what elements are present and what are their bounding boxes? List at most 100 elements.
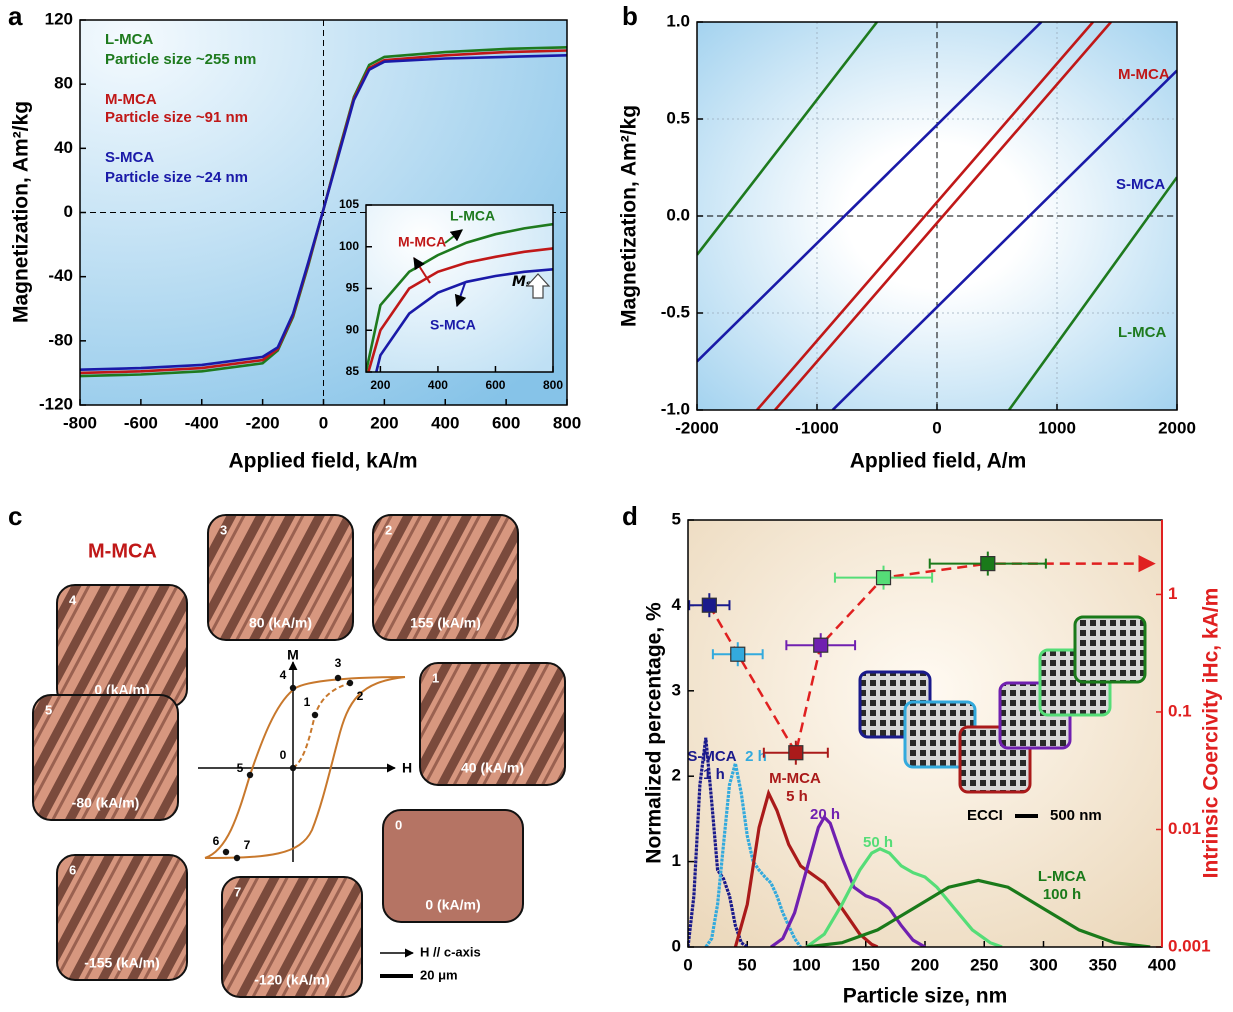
figure: abcd-800-600-400-2000200400600800-120-80… <box>0 0 1233 1012</box>
tile-field: -155 (kA/m) <box>84 955 159 971</box>
series-label: L-MCA <box>1118 324 1166 341</box>
loop-point <box>290 765 296 771</box>
y-tick-label: 4 <box>672 595 682 614</box>
point <box>702 598 716 612</box>
tile-number: 7 <box>234 884 241 899</box>
x-tick-label: 1000 <box>1038 418 1076 437</box>
panel-label: c <box>8 501 22 531</box>
x-tick-label: 2000 <box>1158 418 1196 437</box>
loop-point-label: 3 <box>335 656 342 670</box>
x-tick-label: -800 <box>63 413 97 432</box>
annotation: Particle size ~255 nm <box>105 51 256 68</box>
y-tick-label: 0.0 <box>666 205 690 224</box>
x-tick-label: 800 <box>543 378 563 392</box>
series-label: M-MCA <box>105 91 157 108</box>
y-tick-label: 105 <box>339 197 359 211</box>
panel-label: b <box>622 1 638 31</box>
tile-number: 5 <box>45 702 52 717</box>
annotation: Mₛ <box>512 274 531 290</box>
loop-point-label: 6 <box>213 834 220 848</box>
point <box>789 746 803 760</box>
loop-point-label: 4 <box>280 668 287 682</box>
y-axis-label: Normalized percentage, % <box>643 602 666 864</box>
x-tick-label: -400 <box>185 413 219 432</box>
x-tick-label: -200 <box>246 413 280 432</box>
x-tick-label: -600 <box>124 413 158 432</box>
y-tick-label: 1.0 <box>666 11 690 30</box>
x-axis-label: Applied field, A/m <box>850 450 1027 473</box>
tile-number: 6 <box>69 862 76 877</box>
y2-tick-label: 0.001 <box>1168 936 1211 955</box>
series-label: S-MCA <box>430 317 476 333</box>
point <box>877 571 891 585</box>
tile-field: 0 (kA/m) <box>425 897 480 913</box>
y-tick-label: 3 <box>672 680 681 699</box>
y-tick-label: 0 <box>64 202 73 221</box>
x-tick-label: -1000 <box>795 418 838 437</box>
loop-point <box>223 849 229 855</box>
y-tick-label: 90 <box>346 322 360 336</box>
y-tick-label: 2 <box>672 766 681 785</box>
point <box>814 638 828 652</box>
panel-label: a <box>8 1 23 31</box>
series-label: S-MCA <box>1116 176 1165 193</box>
y-tick-label: 5 <box>672 509 681 528</box>
x-tick-label: -2000 <box>675 418 718 437</box>
x-axis-label: Particle size, nm <box>843 985 1008 1008</box>
annotation: ECCI <box>967 807 1003 824</box>
y2-tick-label: 0.01 <box>1168 819 1201 838</box>
y2-axis-label: Intrinsic Coercivity iHc, kA/m <box>1200 588 1223 879</box>
x-tick-label: 800 <box>553 413 581 432</box>
loop-point <box>312 712 318 718</box>
panel-label: d <box>622 501 638 531</box>
point <box>731 647 745 661</box>
loop-point <box>290 685 296 691</box>
tile-number: 1 <box>432 670 439 685</box>
x-tick-label: 200 <box>911 955 939 974</box>
tile-number: 3 <box>220 522 227 537</box>
loop-point-label: 2 <box>357 689 364 703</box>
y2-tick-label: 0.1 <box>1168 701 1192 720</box>
series-label: L-MCA <box>1038 868 1086 885</box>
tile-field: 155 (kA/m) <box>410 615 481 631</box>
annotation: Particle size ~91 nm <box>105 109 248 126</box>
x-tick-label: 400 <box>431 413 459 432</box>
series-label: M-MCA <box>1118 66 1170 83</box>
h-label: H <box>402 760 412 776</box>
y-tick-label: 0 <box>672 936 681 955</box>
series-label: 50 h <box>863 834 893 851</box>
y-tick-label: 80 <box>54 74 73 93</box>
tile-field: 40 (kA/m) <box>461 760 524 776</box>
ecci-image <box>1075 617 1145 682</box>
y-tick-label: 100 <box>339 239 359 253</box>
y2-tick-label: 1 <box>1168 584 1177 603</box>
tile-field: 80 (kA/m) <box>249 615 312 631</box>
y-tick-label: 95 <box>346 281 360 295</box>
series-label: L-MCA <box>450 208 495 224</box>
y-tick-label: 0.5 <box>666 108 690 127</box>
x-tick-label: 300 <box>1029 955 1057 974</box>
x-tick-label: 350 <box>1089 955 1117 974</box>
x-tick-label: 200 <box>370 378 390 392</box>
point <box>981 557 995 571</box>
y-tick-label: -80 <box>48 330 73 349</box>
y-tick-label: -40 <box>48 266 73 285</box>
series-label: S-MCA <box>687 748 736 765</box>
loop-point <box>347 680 353 686</box>
series-label: M-MCA <box>398 234 446 250</box>
y-tick-label: 120 <box>45 9 73 28</box>
loop-point-label: 5 <box>237 761 244 775</box>
y-tick-label: -120 <box>39 394 73 413</box>
x-tick-label: 0 <box>932 418 941 437</box>
x-tick-label: 600 <box>485 378 505 392</box>
loop-point <box>247 772 253 778</box>
y-tick-label: -0.5 <box>661 302 690 321</box>
loop-point-label: 7 <box>244 838 251 852</box>
tile-field: -120 (kA/m) <box>254 972 329 988</box>
x-tick-label: 150 <box>852 955 880 974</box>
y-axis-label: Magnetization, Am²/kg <box>618 105 641 327</box>
x-axis-label: Applied field, kA/m <box>228 450 417 473</box>
x-tick-label: 200 <box>370 413 398 432</box>
series-label: M-MCA <box>769 770 821 787</box>
